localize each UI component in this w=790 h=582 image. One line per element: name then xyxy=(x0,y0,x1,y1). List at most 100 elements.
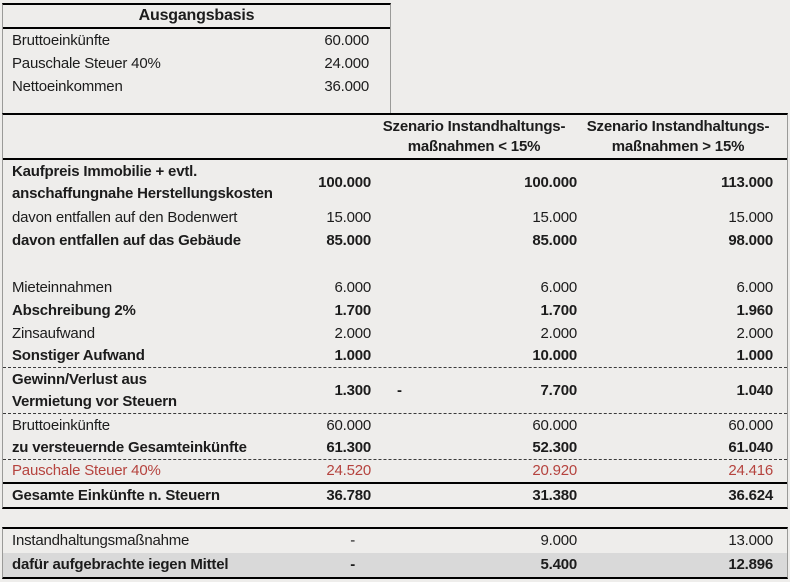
cell-scenario-gt15: 2.000 xyxy=(736,324,773,342)
row-label-line: Pauschale Steuer 40% xyxy=(12,462,161,479)
cell-scenario-lt15: 1.700 xyxy=(540,301,577,319)
cell-base: 1.000 xyxy=(334,347,371,364)
row-label-line: Gesamte Einkünfte n. Steuern xyxy=(12,486,220,504)
cell-scenario-gt15: 13.000 xyxy=(728,532,773,549)
row-label: davon entfallen auf das Gebäude xyxy=(3,230,303,252)
table-row: davon entfallen auf den Bodenwert 15.000 1… xyxy=(3,206,787,229)
maintenance-summary-table: Instandhaltungsmaßnahme - 9.000 13.000 dafür… xyxy=(2,527,788,579)
cell-base: - xyxy=(350,556,355,573)
cell-base: 85.000 xyxy=(326,231,371,249)
cell-scenario-gt15: 1.960 xyxy=(736,301,773,319)
table-row: Bruttoeinkünfte 60.000 xyxy=(3,29,390,52)
table-row: Pauschale Steuer 40% 24.520 20.920 24.416 xyxy=(3,460,787,484)
table-row xyxy=(3,252,787,276)
row-label: Nettoeinkommen xyxy=(12,78,123,95)
table-row: Mieteinnahmen 6.000 6.000 6.000 xyxy=(3,276,787,299)
row-label-line: Abschreibung 2% xyxy=(12,301,136,319)
cell-value: 60.000 xyxy=(324,32,369,49)
row-label-line: Zinsaufwand xyxy=(12,324,95,342)
row-label: davon entfallen auf den Bodenwert xyxy=(3,207,303,229)
cell-scenario-lt15: 15.000 xyxy=(532,208,577,226)
cell-scenario-gt15: 24.416 xyxy=(728,462,773,479)
table-row: Instandhaltungsmaßnahme - 9.000 13.000 xyxy=(3,529,787,553)
cell-scenario-lt15: 6.000 xyxy=(540,278,577,296)
scenario-table-body: Kaufpreis Immobilie + evtl. anschaffungna… xyxy=(3,160,787,507)
row-label: Pauschale Steuer 40% xyxy=(3,460,303,482)
row-label: Mieteinnahmen xyxy=(3,277,303,299)
cell-value: 36.000 xyxy=(324,78,369,95)
cell-scenario-gt15: 98.000 xyxy=(728,231,773,249)
cell-scenario-lt15: 60.000 xyxy=(532,416,577,434)
cell-scenario-lt15: 5.400 xyxy=(540,556,577,573)
cell-scenario-lt15: 52.300 xyxy=(532,439,577,456)
row-label-line: Vermietung vor Steuern xyxy=(12,392,177,410)
cell-scenario-lt15: 2.000 xyxy=(540,324,577,342)
table-row: Bruttoeinkünfte 60.000 60.000 60.000 xyxy=(3,414,787,437)
cell-scenario-gt15: 60.000 xyxy=(728,416,773,434)
cell-scenario-gt15: 6.000 xyxy=(736,278,773,296)
column-header-line: Szenario Instandhaltungs- xyxy=(382,117,566,135)
cell-scenario-lt15: - 7.700 xyxy=(371,380,577,402)
row-label-line: anschaffungnahe Herstellungskosten xyxy=(12,185,273,202)
ausgangsbasis-title: Ausgangsbasis xyxy=(3,5,390,29)
cell-scenario-lt15: 100.000 xyxy=(524,174,577,191)
ausgangsbasis-rows: Bruttoeinkünfte 60.000 Pauschale Steuer 40… xyxy=(3,29,390,98)
cell-base: 24.520 xyxy=(326,462,371,479)
row-label-line: Gewinn/Verlust aus xyxy=(12,370,147,388)
cell-scenario-gt15: 36.624 xyxy=(728,486,773,504)
cell-base: 15.000 xyxy=(326,208,371,226)
column-header-scenario-lt15: Szenario Instandhaltungs- maßnahmen < 15… xyxy=(371,117,577,157)
row-label-line: zu versteuernde Gesamteinkünfte xyxy=(12,439,247,456)
cell-scenario-lt15: 85.000 xyxy=(532,231,577,249)
table-row: zu versteuernde Gesamteinkünfte 61.300 52.… xyxy=(3,437,787,460)
row-label: Gewinn/Verlust aus Vermietung vor Steuern xyxy=(3,369,303,413)
column-header-scenario-gt15: Szenario Instandhaltungs- maßnahmen > 15… xyxy=(577,117,787,157)
scenario-comparison-table: Szenario Instandhaltungs- maßnahmen < 15… xyxy=(2,113,788,509)
row-label-line: Kaufpreis Immobilie + evtl. xyxy=(12,163,198,180)
cell-scenario-gt15: 61.040 xyxy=(728,439,773,456)
row-label-line: davon entfallen auf das Gebäude xyxy=(12,231,241,249)
minus-sign: - xyxy=(397,381,402,399)
cell-base: 1.300 xyxy=(334,381,371,399)
column-header-line: Szenario Instandhaltungs- xyxy=(586,117,770,135)
row-label: Zinsaufwand xyxy=(3,323,303,345)
scenario-header-row: Szenario Instandhaltungs- maßnahmen < 15… xyxy=(3,115,787,160)
row-label: Kaufpreis Immobilie + evtl. anschaffungna… xyxy=(3,161,303,205)
cell-base: 2.000 xyxy=(334,324,371,342)
table-row: Sonstiger Aufwand 1.000 10.000 1.000 xyxy=(3,345,787,368)
cell-value: 24.000 xyxy=(324,55,369,72)
cell-base: 61.300 xyxy=(326,439,371,456)
cell-base: 1.700 xyxy=(334,301,371,319)
cell-base: 36.780 xyxy=(326,486,371,504)
table-row: Gewinn/Verlust aus Vermietung vor Steuern… xyxy=(3,368,787,414)
table-row: Zinsaufwand 2.000 2.000 2.000 xyxy=(3,322,787,345)
row-label: zu versteuernde Gesamteinkünfte xyxy=(3,437,303,459)
maintenance-summary-body: Instandhaltungsmaßnahme - 9.000 13.000 dafür… xyxy=(3,529,787,577)
cell-base: - xyxy=(350,532,355,549)
row-label-line: Bruttoeinkünfte xyxy=(12,416,110,434)
cell-scenario-gt15: 15.000 xyxy=(728,208,773,226)
cell-scenario-lt15: 31.380 xyxy=(532,486,577,504)
cell-scenario-gt15: 1.000 xyxy=(736,347,773,364)
row-label: Abschreibung 2% xyxy=(3,300,303,322)
cell-base: 60.000 xyxy=(326,416,371,434)
table-row: Gesamte Einkünfte n. Steuern 36.780 31.380… xyxy=(3,484,787,507)
table-row: Nettoeinkommen 36.000 xyxy=(3,75,390,98)
cell-scenario-gt15: 1.040 xyxy=(736,381,773,399)
table-row: Pauschale Steuer 40% 24.000 xyxy=(3,52,390,75)
row-label: Instandhaltungsmaßnahme xyxy=(12,532,190,549)
table-row: dafür aufgebrachte iegen Mittel - 5.400 12.… xyxy=(3,553,787,577)
row-label: Bruttoeinkünfte xyxy=(3,415,303,437)
column-header-line: maßnahmen < 15% xyxy=(407,137,541,155)
table-row: davon entfallen auf das Gebäude 85.000 85.… xyxy=(3,229,787,252)
cell-scenario-gt15: 12.896 xyxy=(728,556,773,573)
cell-base: 100.000 xyxy=(318,174,371,191)
row-label: dafür aufgebrachte iegen Mittel xyxy=(12,556,229,573)
row-label: Sonstiger Aufwand xyxy=(3,345,303,367)
row-label: Bruttoeinkünfte xyxy=(12,32,110,49)
cell-base: 6.000 xyxy=(334,278,371,296)
cell-scenario-lt15: 9.000 xyxy=(540,532,577,549)
row-label: Pauschale Steuer 40% xyxy=(12,55,161,72)
ausgangsbasis-table: Ausgangsbasis Bruttoeinkünfte 60.000 Pausc… xyxy=(2,3,391,113)
